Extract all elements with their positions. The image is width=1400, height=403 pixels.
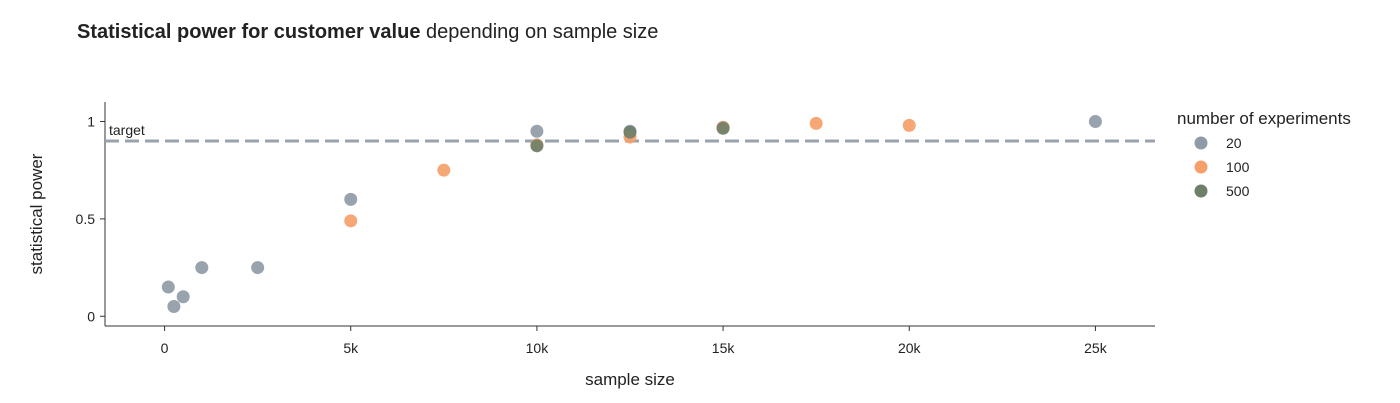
y-ticks: 00.51 <box>76 113 105 324</box>
data-point-series-20 <box>195 261 209 275</box>
data-point-series-100 <box>344 214 358 228</box>
data-point-series-100 <box>809 116 823 130</box>
data-point-series-500 <box>623 125 637 139</box>
chart-title-rest: depending on sample size <box>420 21 658 43</box>
data-point-series-100 <box>437 163 451 177</box>
chart-title-bold: Statistical power for customer value <box>77 21 420 43</box>
chart-title: Statistical power for customer value dep… <box>77 21 658 43</box>
x-tick-label: 15k <box>712 340 736 356</box>
data-points <box>161 114 1102 314</box>
x-tick-label: 25k <box>1084 340 1108 356</box>
y-tick-label: 0.5 <box>76 211 96 227</box>
data-point-series-500 <box>716 121 730 135</box>
x-ticks: 0 5k 10k 15k 20k 25k <box>161 326 1108 356</box>
data-point-series-500 <box>530 139 544 153</box>
data-point-series-20 <box>1088 114 1102 128</box>
x-axis-title: sample size <box>585 370 675 389</box>
y-tick-label: 1 <box>87 113 95 129</box>
x-tick-label: 10k <box>526 340 550 356</box>
legend-title: number of experiments <box>1177 109 1351 128</box>
x-tick-label: 20k <box>898 340 922 356</box>
legend-marker-100 <box>1194 160 1208 174</box>
axes <box>104 102 1155 327</box>
legend: number of experiments 20 100 500 <box>1177 109 1351 199</box>
legend-label-500: 500 <box>1226 183 1250 199</box>
x-tick-label: 0 <box>161 340 169 356</box>
data-point-series-20 <box>530 124 544 138</box>
legend-marker-500 <box>1194 184 1208 198</box>
legend-label-100: 100 <box>1226 159 1250 175</box>
target-label: target <box>109 122 145 138</box>
y-tick-label: 0 <box>87 308 95 324</box>
data-point-series-20 <box>161 280 175 294</box>
y-axis-title: statistical power <box>27 153 46 274</box>
data-point-series-20 <box>344 192 358 206</box>
x-tick-label: 5k <box>343 340 359 356</box>
legend-label-20: 20 <box>1226 135 1242 151</box>
legend-marker-20 <box>1194 136 1208 150</box>
data-point-series-20 <box>176 290 190 304</box>
data-point-series-100 <box>902 118 916 132</box>
data-point-series-20 <box>167 300 181 314</box>
data-point-series-20 <box>251 261 265 275</box>
